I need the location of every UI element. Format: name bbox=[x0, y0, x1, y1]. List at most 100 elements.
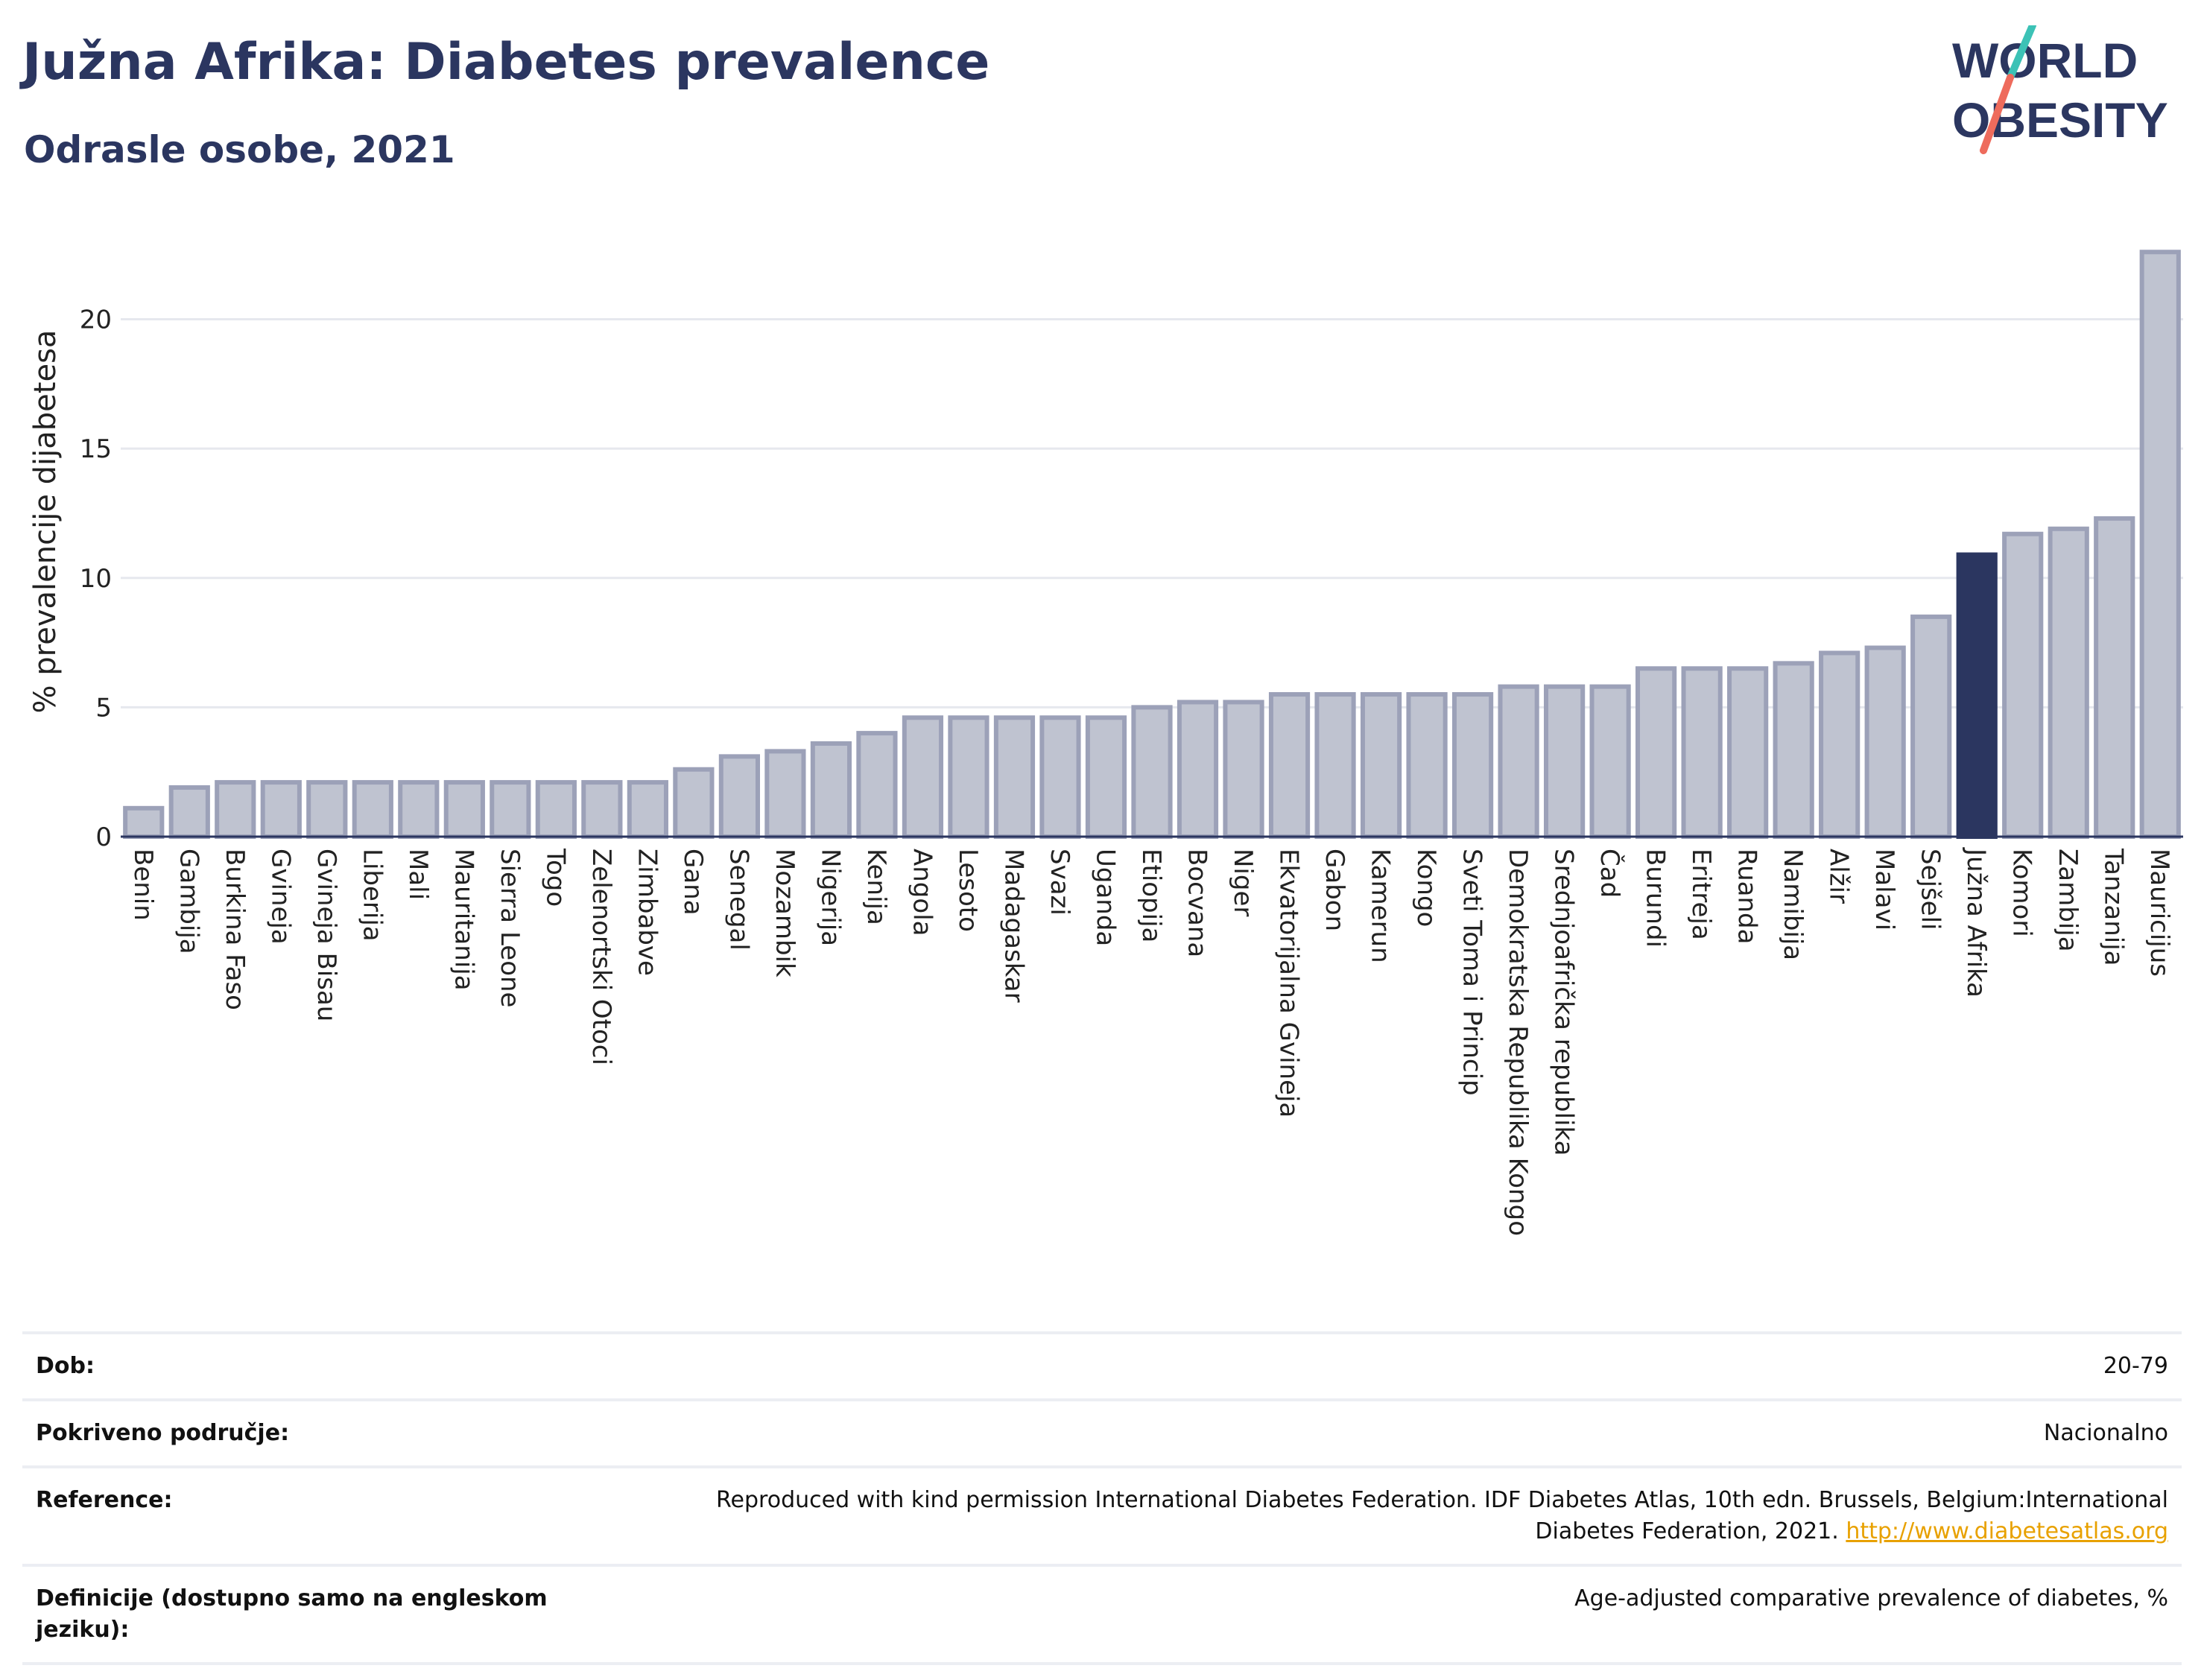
x-tick-label: Komori bbox=[2007, 849, 2037, 937]
bar-mali bbox=[398, 780, 440, 840]
bar-togo bbox=[535, 780, 577, 840]
bar-lesoto bbox=[948, 715, 989, 839]
bar-ekvatorijalna-gvineja bbox=[1268, 692, 1311, 840]
x-tick-label: Angola bbox=[907, 849, 937, 936]
bar-malavi bbox=[1864, 645, 1906, 840]
x-tick-label: Alžir bbox=[1824, 849, 1854, 904]
bar-sveti-toma-i-princip bbox=[1451, 692, 1494, 840]
x-tick-label: Demokratska Republika Kongo bbox=[1503, 849, 1533, 1236]
x-tick-label: Etiopija bbox=[1136, 849, 1166, 942]
bar-zimbabve bbox=[627, 780, 668, 840]
bar-madagaskar bbox=[993, 715, 1036, 839]
x-tick-label: Gana bbox=[678, 849, 708, 916]
logo-slash-teal bbox=[2007, 25, 2036, 81]
reference-text: Reproduced with kind permission Internat… bbox=[716, 1487, 2168, 1544]
meta-coverage-value: Nacionalno bbox=[2043, 1420, 2168, 1446]
bar-eritreja bbox=[1681, 666, 1723, 839]
meta-row-reference: Reference: Reproduced with kind permissi… bbox=[22, 1465, 2182, 1564]
meta-age-label: Dob: bbox=[36, 1353, 95, 1379]
y-tick-label: 0 bbox=[95, 822, 112, 852]
x-tick-label: Gvineja bbox=[265, 849, 295, 945]
x-tick-label: Mali bbox=[403, 849, 433, 900]
bar-namibija bbox=[1773, 661, 1814, 840]
x-tick-label: Kenija bbox=[861, 849, 891, 925]
x-tick-label: Zambija bbox=[2053, 849, 2083, 952]
bar-komori bbox=[2002, 531, 2044, 839]
bar-gabon bbox=[1314, 692, 1356, 840]
x-tick-label: Togo bbox=[540, 848, 570, 907]
meta-row-definition: Definicije (dostupno samo na engleskom j… bbox=[22, 1564, 2182, 1665]
bar-bocvana bbox=[1177, 700, 1219, 839]
bar-burkina-faso bbox=[215, 780, 256, 840]
bar-južna-afrika bbox=[1956, 552, 1998, 839]
bar-liberija bbox=[352, 780, 393, 840]
x-tick-label: Liberija bbox=[357, 849, 387, 942]
x-tick-label: Uganda bbox=[1090, 849, 1120, 946]
x-tick-label: Ruanda bbox=[1732, 849, 1762, 944]
x-tick-label: Mozambik bbox=[770, 849, 799, 977]
logo-slash-coral bbox=[1980, 74, 2014, 154]
x-tick-label: Tanzanija bbox=[2099, 848, 2129, 966]
bar-mauricijus bbox=[2139, 250, 2181, 840]
metadata-table: Dob: 20-79 Pokriveno područje: Nacionaln… bbox=[22, 1331, 2182, 1665]
x-tick-label: Nigerija bbox=[815, 849, 845, 946]
bar-benin bbox=[123, 805, 165, 840]
x-tick-label: Mauricijus bbox=[2144, 849, 2174, 977]
bar-uganda bbox=[1085, 715, 1127, 839]
bar-demokratska-republika-kongo bbox=[1498, 684, 1539, 839]
x-tick-label: Eritreja bbox=[1686, 849, 1716, 940]
bar-mozambik bbox=[764, 749, 806, 840]
bar-gvineja-bisau bbox=[306, 780, 348, 840]
x-tick-label: Burundi bbox=[1641, 849, 1671, 948]
chart-subtitle: Odrasle osobe, 2021 bbox=[24, 128, 455, 171]
x-tick-label: Svazi bbox=[1045, 849, 1074, 916]
x-tick-label: Sveti Toma i Princip bbox=[1457, 849, 1487, 1096]
bar-tanzanija bbox=[2094, 516, 2135, 839]
bar-kenija bbox=[856, 731, 898, 839]
bar-burundi bbox=[1635, 666, 1677, 839]
x-tick-label: Čad bbox=[1595, 849, 1625, 898]
meta-coverage-label: Pokriveno područje: bbox=[36, 1420, 290, 1446]
bar-chart: % prevalencije dijabetesa 0 5 10 15 20 Benin… bbox=[28, 250, 2183, 1236]
bar-zambija bbox=[2048, 526, 2089, 839]
meta-age-value: 20-79 bbox=[2103, 1353, 2168, 1379]
bar-gambija bbox=[168, 785, 210, 839]
x-tick-label: Gambija bbox=[174, 849, 203, 954]
meta-row-age: Dob: 20-79 bbox=[22, 1331, 2182, 1398]
meta-row-coverage: Pokriveno područje: Nacionalno bbox=[22, 1398, 2182, 1465]
x-tick-label: Niger bbox=[1228, 849, 1258, 916]
x-tick-label: Senegal bbox=[723, 849, 753, 951]
x-tick-label: Zimbabve bbox=[632, 849, 662, 976]
bar-etiopija bbox=[1131, 705, 1173, 840]
meta-definition-value: Age-adjusted comparative prevalence of d… bbox=[1574, 1585, 2168, 1611]
x-tick-label: Mauritanija bbox=[449, 849, 478, 991]
x-tick-label: Malavi bbox=[1869, 849, 1899, 931]
bar-sierra-leone bbox=[490, 780, 531, 840]
x-tick-label: Bocvana bbox=[1182, 849, 1212, 957]
bar-alžir bbox=[1819, 650, 1861, 839]
world-obesity-logo: WORLD OBESITY bbox=[1952, 25, 2168, 154]
x-tick-label: Burkina Faso bbox=[220, 849, 250, 1010]
x-tick-label: Ekvatorijalna Gvineja bbox=[1274, 849, 1304, 1118]
x-tick-label: Srednjoafrička republika bbox=[1549, 849, 1579, 1156]
bar-gvineja bbox=[260, 780, 302, 840]
meta-definition-label: Definicije (dostupno samo na engleskom j… bbox=[36, 1585, 548, 1643]
x-tick-label: Kamerun bbox=[1366, 849, 1396, 963]
bar-angola bbox=[902, 715, 944, 839]
bar-layer bbox=[123, 250, 2181, 840]
y-tick-label: 10 bbox=[80, 564, 112, 594]
bar-gana bbox=[673, 767, 715, 840]
reference-link[interactable]: http://www.diabetesatlas.org bbox=[1846, 1518, 2168, 1544]
x-tick-label: Kongo bbox=[1411, 849, 1441, 927]
x-tick-label: Sejšeli bbox=[1916, 849, 1945, 930]
bar-sejšeli bbox=[1910, 614, 1952, 839]
x-tick-label: Zelenortski Otoci bbox=[586, 849, 616, 1065]
x-tick-label: Gabon bbox=[1320, 849, 1349, 931]
bar-kongo bbox=[1406, 692, 1448, 840]
bar-ruanda bbox=[1727, 666, 1769, 839]
y-tick-label: 15 bbox=[80, 434, 112, 464]
x-tick-label: Sierra Leone bbox=[495, 849, 525, 1007]
bar-zelenortski-otoci bbox=[581, 780, 623, 840]
meta-reference-value: Reproduced with kind permission Internat… bbox=[635, 1468, 2182, 1564]
bar-srednjoafrička-republika bbox=[1543, 684, 1586, 839]
